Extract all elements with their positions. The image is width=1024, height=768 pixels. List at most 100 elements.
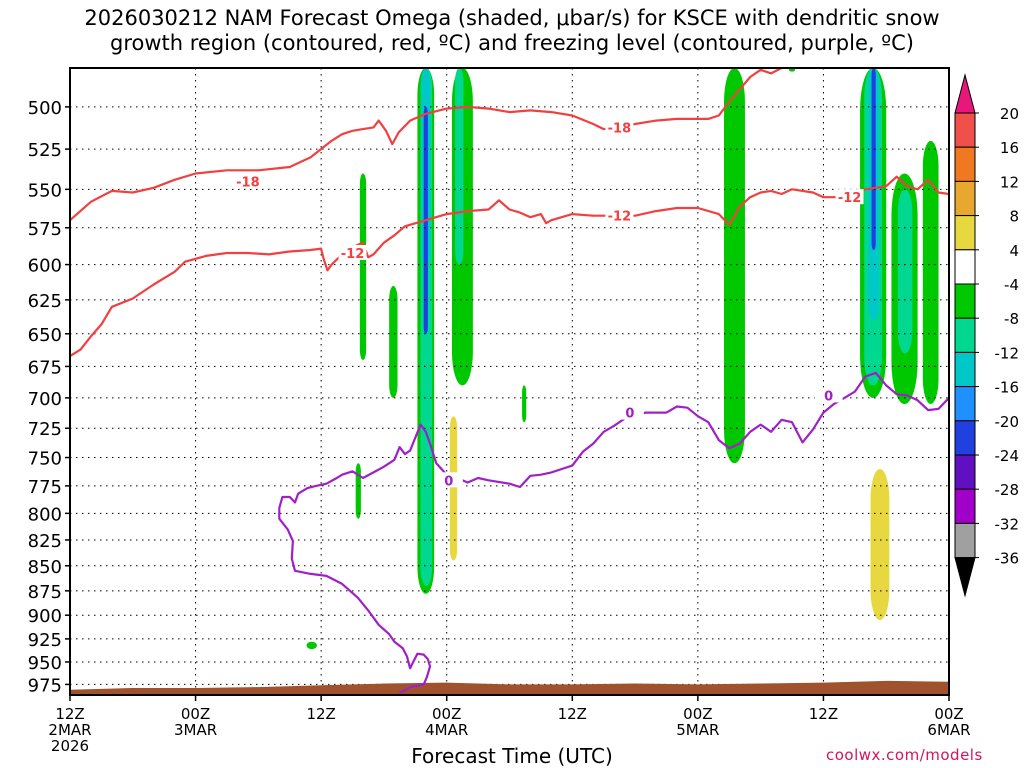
colorbar-label: -32 bbox=[995, 515, 1020, 533]
omega-region-21 bbox=[870, 468, 890, 620]
x-tick-label: 4MAR bbox=[425, 721, 468, 739]
credit-link[interactable]: coolwx.com/models bbox=[826, 746, 983, 764]
colorbar-bin bbox=[954, 351, 976, 388]
chart-title-line2: growth region (contoured, red, ºC) and f… bbox=[110, 31, 914, 55]
y-tick-label: 900 bbox=[28, 606, 62, 627]
contour-line bbox=[278, 371, 949, 695]
colorbar-label: -16 bbox=[995, 379, 1020, 397]
y-tick-label: 525 bbox=[28, 140, 62, 161]
y-tick-label: 950 bbox=[28, 653, 62, 674]
contour-label-layer: -18 -18 -12 -12 -12 0 0 0 bbox=[233, 119, 864, 489]
y-tick-label: 800 bbox=[28, 504, 62, 525]
contour-label-bg bbox=[338, 244, 367, 260]
plot-area bbox=[70, 68, 949, 695]
contour-label: 0 bbox=[625, 407, 634, 422]
contour-label: 0 bbox=[444, 474, 453, 489]
terrain-layer bbox=[70, 680, 949, 695]
contour-label: -12 bbox=[608, 210, 632, 225]
x-axis-title: Forecast Time (UTC) bbox=[411, 744, 613, 768]
terrain bbox=[70, 680, 949, 695]
colorbar-bin bbox=[954, 249, 976, 285]
contour-label-bg bbox=[233, 173, 262, 189]
x-tick-label: 5MAR bbox=[676, 721, 719, 739]
contour-label-bg bbox=[814, 387, 843, 403]
x-tick-label: 00Z bbox=[683, 705, 712, 723]
y-tick-label: 725 bbox=[28, 419, 62, 440]
colorbar-label: 20 bbox=[1000, 105, 1019, 123]
x-tick-label: 00Z bbox=[181, 705, 210, 723]
colorbar-bin bbox=[954, 317, 976, 353]
omega-region-9 bbox=[522, 385, 527, 423]
y-tick-label: 850 bbox=[28, 557, 62, 578]
grid-layer bbox=[70, 68, 949, 695]
y-tick-label: 875 bbox=[28, 582, 62, 603]
omega-region-6 bbox=[359, 173, 367, 360]
omega-region-10 bbox=[306, 641, 317, 650]
colorbar-label: -12 bbox=[995, 344, 1020, 362]
colorbar-bin bbox=[954, 454, 976, 490]
colorbar-bin bbox=[954, 488, 976, 524]
omega-region-8 bbox=[355, 463, 361, 519]
colorbar-label: -28 bbox=[995, 481, 1020, 499]
contour-label-bg bbox=[605, 119, 634, 135]
contour-label-bg bbox=[835, 189, 864, 205]
y-tick-label: 675 bbox=[28, 357, 62, 378]
x-tick-label: 3MAR bbox=[174, 721, 217, 739]
colorbar-label: -24 bbox=[995, 447, 1020, 465]
contour-layer bbox=[70, 68, 949, 695]
colorbar: 20 16 12 8 4 -4 -8 -12 -16 -20 -24 -28 -32 -36 bbox=[954, 73, 1020, 598]
colorbar-label: -4 bbox=[1004, 276, 1019, 294]
y-axis: 500 525 550 575 600 625 650 675 700 725 750 775 800 8… bbox=[28, 98, 70, 696]
contour-label: -12 bbox=[838, 191, 862, 206]
contour-label-bg bbox=[615, 404, 644, 420]
x-tick-label: 12Z bbox=[306, 705, 335, 723]
contour-label-bg bbox=[434, 472, 463, 488]
colorbar-top-arrow bbox=[954, 73, 976, 114]
contour-label: 0 bbox=[824, 389, 833, 404]
colorbar-label: -20 bbox=[995, 413, 1020, 431]
colorbar-label: 8 bbox=[1009, 208, 1019, 226]
y-tick-label: 925 bbox=[28, 630, 62, 651]
omega-region-17 bbox=[897, 189, 913, 354]
x-tick-label: 00Z bbox=[934, 705, 963, 723]
colorbar-label: 12 bbox=[1000, 173, 1019, 191]
colorbar-bin bbox=[954, 522, 976, 559]
colorbar-bin bbox=[954, 146, 976, 182]
y-tick-label: 775 bbox=[28, 477, 62, 498]
omega-region-7 bbox=[389, 285, 398, 398]
contour-line bbox=[70, 68, 920, 222]
colorbar-label: -8 bbox=[1004, 310, 1019, 328]
contour-label: -12 bbox=[341, 247, 365, 262]
x-tick-label: 6MAR bbox=[927, 721, 970, 739]
colorbar-bin bbox=[954, 215, 976, 251]
colorbar-bin bbox=[954, 386, 976, 422]
omega-region-18 bbox=[922, 140, 939, 405]
y-tick-label: 650 bbox=[28, 325, 62, 346]
contour-label-bg bbox=[605, 207, 634, 223]
y-tick-label: 750 bbox=[28, 449, 62, 470]
omega-region-5 bbox=[455, 68, 464, 265]
contour-label: -18 bbox=[236, 175, 260, 190]
x-tick-label: 12Z bbox=[55, 705, 84, 723]
colorbar-bin bbox=[954, 283, 976, 319]
colorbar-bin bbox=[954, 180, 976, 217]
y-tick-label: 975 bbox=[28, 675, 62, 696]
x-tick-label: 2026 bbox=[51, 737, 89, 755]
y-tick-label: 625 bbox=[28, 291, 62, 312]
x-tick-label: 2MAR bbox=[48, 721, 91, 739]
y-tick-label: 550 bbox=[28, 180, 62, 201]
x-tick-label: 12Z bbox=[558, 705, 587, 723]
y-tick-label: 600 bbox=[28, 256, 62, 277]
chart-title: 2026030212 NAM Forecast Omega (shaded, μ… bbox=[0, 6, 1024, 56]
contour-label: -18 bbox=[608, 121, 632, 136]
omega-region-15 bbox=[871, 68, 876, 251]
omega-region-20 bbox=[449, 416, 458, 561]
contour-line bbox=[70, 175, 949, 358]
x-tick-label: 12Z bbox=[809, 705, 838, 723]
y-tick-label: 575 bbox=[28, 219, 62, 240]
colorbar-label: -36 bbox=[995, 550, 1020, 568]
colorbar-bottom-arrow bbox=[954, 557, 976, 598]
y-tick-label: 500 bbox=[28, 98, 62, 119]
